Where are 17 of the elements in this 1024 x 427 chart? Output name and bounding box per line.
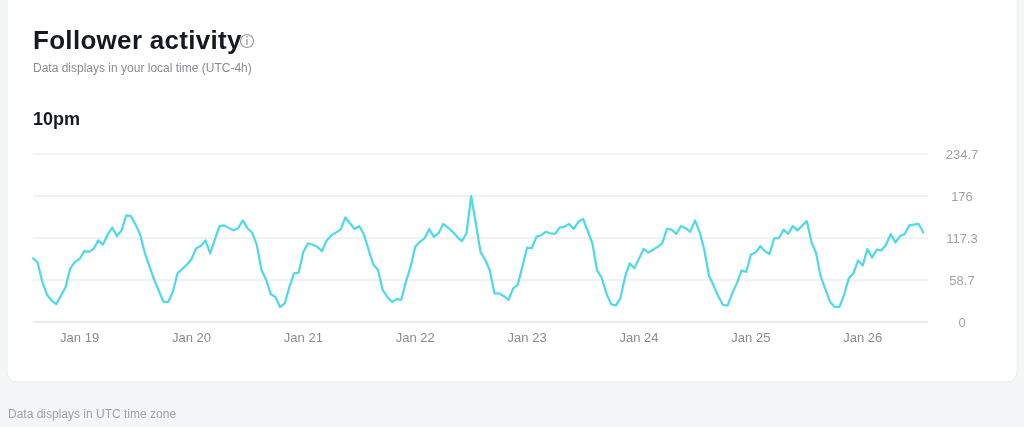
x-tick-label: Jan 21 <box>283 330 323 345</box>
y-tick-label: 234.7 <box>945 146 979 162</box>
x-tick-label: Jan 26 <box>843 330 883 345</box>
chart-title: Follower activity <box>33 25 243 55</box>
x-tick-label: Jan 20 <box>171 330 212 345</box>
x-tick-label: Jan 23 <box>507 330 547 345</box>
x-tick-label: Jan 25 <box>731 330 771 345</box>
text: 10pm <box>33 109 81 129</box>
y-tick-label: 117.3 <box>946 230 978 246</box>
y-tick-label: 176 <box>951 188 973 204</box>
text: Data displays in UTC time zone <box>8 407 177 421</box>
y-tick-label: 58.7 <box>949 272 975 288</box>
y-tick-label: 0 <box>958 314 966 330</box>
x-tick-label: Jan 19 <box>60 330 100 345</box>
x-tick-label: Jan 22 <box>395 330 435 345</box>
x-tick-label: Jan 24 <box>619 330 659 345</box>
chart-subtitle: Data displays in your local time (UTC-4h) <box>33 61 252 75</box>
